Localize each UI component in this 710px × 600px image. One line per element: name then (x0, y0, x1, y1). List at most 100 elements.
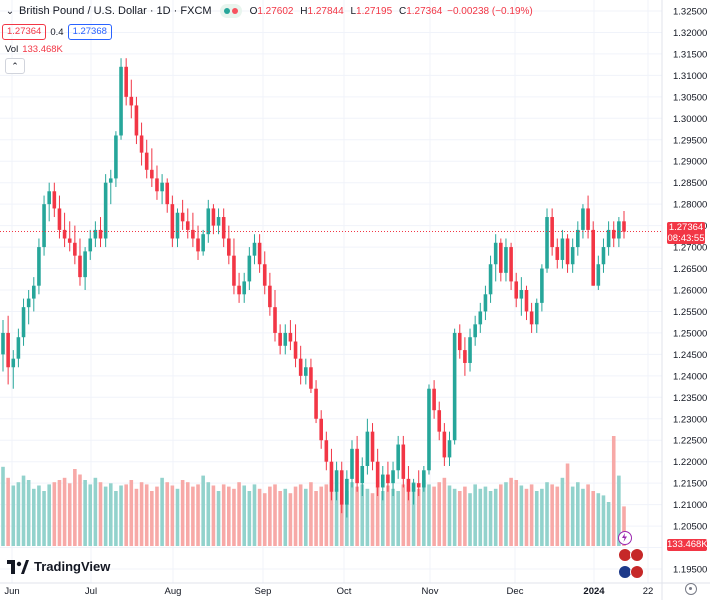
brand-name: TradingView (34, 559, 111, 574)
candle-body (283, 332, 288, 346)
candle-body (1, 332, 5, 355)
volume-bar (262, 493, 267, 546)
volume-bar (524, 488, 529, 546)
volume-label: Vol (5, 44, 19, 55)
y-tick-label: 1.29000 (673, 157, 707, 168)
candle-body (406, 478, 411, 492)
volume-bar (211, 485, 216, 546)
candle-body (499, 242, 503, 273)
volume-bar (42, 491, 46, 546)
candle-body (360, 465, 365, 484)
candle-body (606, 229, 611, 248)
volume-bar (406, 486, 411, 546)
candle-body (114, 135, 118, 179)
candle-body (175, 212, 180, 239)
volume-bar (26, 480, 31, 546)
collapse-icon[interactable]: ⌃ (5, 58, 25, 74)
flag-uk-icon[interactable] (630, 548, 644, 562)
y-tick-label: 1.23000 (673, 414, 707, 425)
candle-body (509, 247, 513, 282)
symbol-title[interactable]: British Pound / U.S. Dollar · 1D · FXCM (19, 5, 212, 17)
volume-bar (73, 469, 77, 546)
volume-bar (170, 485, 175, 546)
candle-body (191, 229, 195, 239)
gear-icon[interactable] (685, 583, 697, 595)
candle-body (155, 178, 159, 192)
y-tick-label: 1.24000 (673, 371, 707, 382)
candle-body (370, 431, 375, 462)
volume-bar (416, 488, 421, 546)
volume-bar (601, 495, 606, 546)
market-status-icon[interactable] (219, 4, 242, 18)
volume-bar (365, 488, 370, 546)
volume-bar (319, 486, 323, 546)
volume-bar (268, 486, 272, 546)
candle-body (108, 178, 113, 183)
candle-body (73, 242, 77, 256)
change-value: −0.00238 (−0.19%) (447, 5, 533, 17)
candle-body (83, 251, 87, 278)
candle-body (206, 208, 211, 235)
chevron-down-icon[interactable]: ⌄ (5, 5, 15, 17)
candle-body (581, 208, 585, 230)
candle-body (452, 332, 457, 441)
candle-body (529, 311, 534, 325)
x-tick-label: Oct (337, 586, 352, 597)
volume-bar (165, 482, 170, 546)
candle-body (262, 264, 267, 286)
candle-body (62, 229, 67, 239)
candle-body (16, 337, 21, 359)
lightning-icon[interactable] (618, 531, 632, 545)
volume-bar (160, 477, 164, 546)
sell-button[interactable]: 1.27364 (2, 24, 47, 40)
candle-body (591, 229, 596, 286)
volume-bar (180, 480, 185, 546)
candle-body (411, 483, 416, 492)
y-tick-label: 1.28500 (673, 178, 707, 189)
volume-bar (78, 474, 82, 546)
y-tick-label: 1.27000 (673, 243, 707, 254)
candle-body (391, 470, 395, 484)
volume-legend[interactable]: Vol 133.468K (5, 44, 63, 55)
candle-body (31, 285, 36, 299)
volume-bar (396, 491, 400, 546)
volume-bar (555, 486, 560, 546)
candle-body (355, 448, 359, 484)
y-tick-label: 1.26000 (673, 286, 707, 297)
candle-body (488, 264, 493, 295)
volume-bar (529, 484, 534, 546)
volume-bar (150, 491, 154, 546)
y-tick-label: 1.22500 (673, 436, 707, 447)
volume-bar (411, 482, 416, 546)
candle-body (278, 332, 282, 346)
volume-bar (314, 491, 318, 546)
volume-bar (191, 486, 195, 546)
volume-bar (242, 485, 247, 546)
low-key: L (350, 5, 357, 17)
trade-buttons: 1.27364 0.4 1.27368 (2, 24, 112, 40)
x-tick-label: Aug (165, 586, 182, 597)
candle-body (298, 358, 303, 376)
low-value: 1.27195 (356, 5, 393, 17)
candle-body (52, 191, 57, 209)
volume-bar (488, 491, 493, 546)
volume-bar (483, 486, 488, 546)
buy-button[interactable]: 1.27368 (67, 24, 112, 40)
tradingview-logo[interactable]: TradingView (7, 559, 110, 574)
volume-bar (298, 484, 303, 546)
candle-body (483, 294, 488, 312)
volume-bar (447, 485, 452, 546)
volume-bar (283, 488, 288, 546)
candle-body (67, 238, 72, 243)
candle-body (345, 478, 349, 505)
volume-bar (278, 491, 282, 546)
volume-bar (144, 484, 149, 546)
volume-bar (16, 482, 21, 546)
candle-body (386, 474, 390, 484)
volume-bar (216, 491, 221, 546)
y-tick-label: 1.25000 (673, 328, 707, 339)
candle-body (37, 247, 41, 286)
flag-uk-icon[interactable] (630, 565, 644, 579)
